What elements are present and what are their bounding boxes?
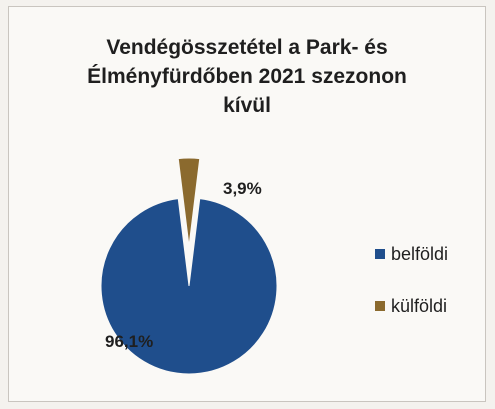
legend-swatch-kulfoldi xyxy=(375,301,385,311)
legend-swatch-belfoldi xyxy=(375,249,385,259)
data-label-belfoldi: 96,1% xyxy=(105,332,153,351)
chart-title: Vendégösszetétel a Park- és Élményfürdőb… xyxy=(9,33,485,120)
chart-area: Vendégösszetétel a Park- és Élményfürdőb… xyxy=(8,6,486,402)
legend-label-belfoldi: belföldi xyxy=(391,243,449,264)
pie-slice-belfoldi xyxy=(100,198,278,375)
chart-title-line-1: Vendégösszetétel a Park- és xyxy=(106,36,388,59)
pie-slice-kulfoldi xyxy=(177,157,201,247)
legend: belföldi külföldi xyxy=(375,239,448,343)
pie-chart: 96,1% 3,9% xyxy=(100,157,278,375)
legend-label-kulfoldi: külföldi xyxy=(391,295,448,316)
data-label-kulfoldi: 3,9% xyxy=(223,179,262,198)
legend-item-kulfoldi: külföldi xyxy=(375,291,448,321)
chart-title-line-2: Élményfürdőben 2021 szezonon xyxy=(87,65,407,88)
legend-item-belfoldi: belföldi xyxy=(375,239,448,269)
chart-title-line-3: kívül xyxy=(223,94,271,117)
